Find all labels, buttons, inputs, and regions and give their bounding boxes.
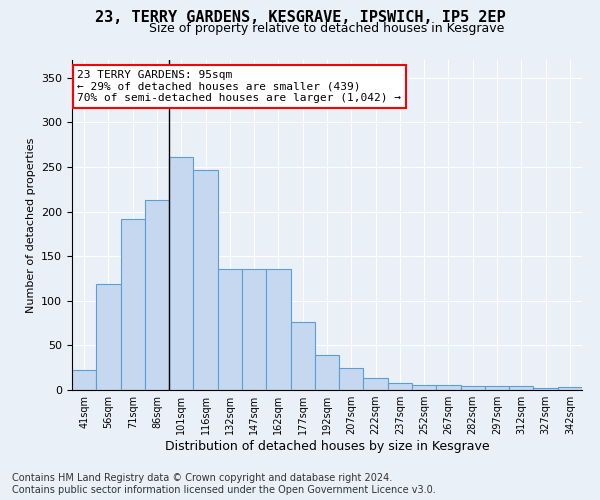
Bar	[388, 383, 412, 390]
Bar	[461, 386, 485, 390]
Bar	[218, 268, 242, 390]
Bar	[169, 157, 193, 390]
Bar	[436, 384, 461, 390]
Text: 23 TERRY GARDENS: 95sqm
← 29% of detached houses are smaller (439)
70% of semi-d: 23 TERRY GARDENS: 95sqm ← 29% of detache…	[77, 70, 401, 103]
Bar	[533, 388, 558, 390]
Bar	[72, 370, 96, 390]
Title: Size of property relative to detached houses in Kesgrave: Size of property relative to detached ho…	[149, 22, 505, 35]
Bar	[315, 355, 339, 390]
Text: Contains HM Land Registry data © Crown copyright and database right 2024.
Contai: Contains HM Land Registry data © Crown c…	[12, 474, 436, 495]
Bar	[364, 378, 388, 390]
Bar	[121, 219, 145, 390]
Bar	[242, 268, 266, 390]
Bar	[96, 284, 121, 390]
X-axis label: Distribution of detached houses by size in Kesgrave: Distribution of detached houses by size …	[164, 440, 490, 453]
Bar	[290, 322, 315, 390]
Bar	[485, 386, 509, 390]
Text: 23, TERRY GARDENS, KESGRAVE, IPSWICH, IP5 2EP: 23, TERRY GARDENS, KESGRAVE, IPSWICH, IP…	[95, 10, 505, 25]
Bar	[145, 200, 169, 390]
Bar	[266, 268, 290, 390]
Bar	[509, 386, 533, 390]
Y-axis label: Number of detached properties: Number of detached properties	[26, 138, 35, 312]
Bar	[193, 170, 218, 390]
Bar	[558, 388, 582, 390]
Bar	[412, 384, 436, 390]
Bar	[339, 368, 364, 390]
